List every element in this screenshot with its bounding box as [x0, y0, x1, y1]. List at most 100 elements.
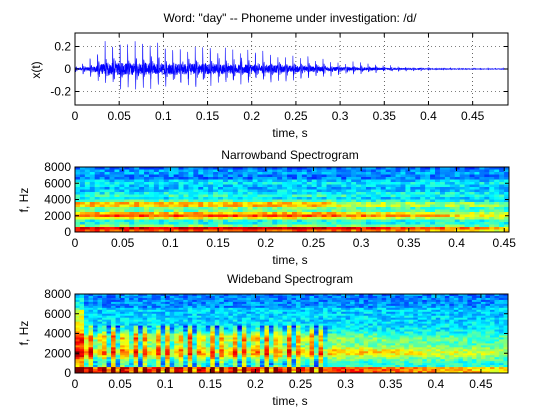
heatmap-cell	[277, 331, 283, 334]
heatmap-cell	[124, 349, 130, 352]
heatmap-cell	[264, 294, 270, 297]
heatmap-cell	[79, 169, 86, 173]
heatmap-cell	[214, 343, 220, 346]
heatmap-cell	[174, 339, 180, 342]
heatmap-cell	[115, 315, 121, 319]
heatmap-cell	[169, 345, 175, 348]
heatmap-cell	[124, 355, 130, 358]
heatmap-cell	[99, 227, 106, 230]
heatmap-cell	[296, 184, 303, 188]
heatmap-cell	[375, 214, 382, 218]
heatmap-cell	[292, 197, 298, 200]
heatmap-cell	[287, 169, 293, 173]
heatmap-cell	[142, 333, 148, 336]
heatmap-cell	[89, 197, 96, 200]
heatmap-cell	[282, 229, 288, 233]
heatmap-cell	[153, 182, 160, 185]
heatmap-cell	[203, 217, 209, 220]
heatmap-cell	[178, 182, 184, 185]
heatmap-cell	[336, 179, 342, 183]
heatmap-cell	[250, 297, 256, 301]
heatmap-cell	[214, 329, 220, 333]
heatmap-cell	[359, 301, 365, 305]
heatmap-cell	[219, 313, 225, 317]
heatmap-cell	[277, 355, 283, 358]
heatmap-cell	[435, 167, 441, 170]
heatmap-cell	[237, 301, 243, 305]
heatmap-cell	[370, 199, 377, 203]
heatmap-cell	[210, 343, 216, 346]
heatmap-cell	[218, 202, 224, 205]
heatmap-cell	[115, 319, 121, 323]
heatmap-cell	[341, 199, 347, 203]
heatmap-cell	[430, 199, 436, 203]
heatmap-cell	[300, 323, 306, 327]
heatmap-cell	[102, 369, 108, 372]
heatmap-cell	[106, 309, 112, 313]
heatmap-cell	[99, 217, 106, 220]
heatmap-cell	[138, 295, 144, 299]
heatmap-cell	[286, 319, 292, 323]
heatmap-cell	[241, 365, 247, 368]
heatmap-cell	[193, 184, 199, 188]
heatmap-cell	[124, 347, 130, 350]
heatmap-cell	[102, 329, 108, 333]
heatmap-cell	[232, 309, 238, 313]
heatmap-cell	[323, 303, 329, 307]
heatmap-cell	[237, 202, 244, 205]
heatmap-cell	[464, 172, 471, 175]
heatmap-cell	[405, 192, 411, 195]
heatmap-cell	[277, 227, 283, 230]
heatmap-cell	[232, 317, 238, 321]
heatmap-cell	[318, 349, 324, 352]
heatmap-cell	[156, 319, 162, 323]
heatmap-cell	[277, 202, 283, 205]
heatmap-cell	[147, 325, 153, 329]
heatmap-cell	[115, 353, 121, 356]
heatmap-cell	[138, 325, 144, 329]
heatmap-cell	[88, 323, 94, 327]
heatmap-cell	[223, 313, 229, 317]
heatmap-cell	[474, 229, 480, 233]
heatmap-cell	[282, 343, 288, 346]
heatmap-cell	[242, 189, 249, 193]
heatmap-cell	[395, 227, 401, 230]
heatmap-cell	[296, 361, 302, 364]
heatmap-cell	[228, 365, 234, 368]
heatmap-cell	[336, 317, 342, 321]
heatmap-cell	[219, 333, 225, 336]
heatmap-cell	[331, 217, 337, 220]
heatmap-cell	[292, 172, 298, 175]
heatmap-cell	[345, 294, 351, 297]
heatmap-cell	[201, 351, 207, 354]
heatmap-cell	[124, 301, 130, 305]
heatmap-cell	[359, 317, 365, 321]
heatmap-cell	[395, 192, 401, 195]
heatmap-cell	[363, 355, 369, 358]
heatmap-cell	[331, 212, 337, 215]
heatmap-cell	[305, 363, 311, 366]
heatmap-cell	[250, 315, 256, 319]
heatmap-cell	[420, 207, 426, 210]
heatmap-cell	[444, 167, 451, 170]
heatmap-cell	[183, 311, 189, 315]
heatmap-cell	[300, 295, 306, 299]
heatmap-cell	[309, 297, 315, 301]
heatmap-cell	[79, 224, 86, 228]
heatmap-cell	[489, 179, 495, 183]
heatmap-cell	[282, 212, 288, 215]
heatmap-cell	[469, 202, 475, 205]
heatmap-cell	[214, 321, 220, 325]
heatmap-cell	[318, 329, 324, 333]
heatmap-cell	[430, 189, 436, 193]
x-tick-label: 0.4	[420, 109, 437, 123]
heatmap-cell	[286, 337, 292, 340]
heatmap-cell	[287, 187, 293, 190]
heatmap-cell	[273, 345, 279, 348]
heatmap-cell	[311, 229, 318, 233]
heatmap-cell	[363, 367, 369, 370]
heatmap-cell	[291, 303, 297, 307]
heatmap-cell	[102, 321, 108, 325]
heatmap-cell	[219, 357, 225, 360]
heatmap-cell	[296, 224, 303, 228]
